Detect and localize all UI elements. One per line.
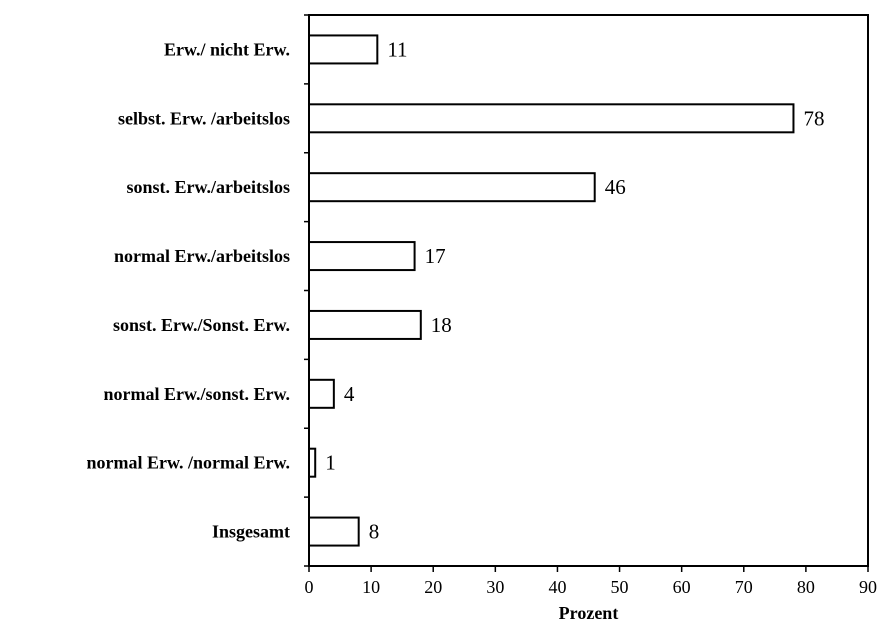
bar-3: [308, 172, 596, 203]
value-label: 11: [387, 37, 407, 61]
value-label: 1: [325, 451, 336, 475]
x-tick-label: 10: [362, 577, 380, 597]
bar-4: [308, 241, 416, 272]
bar-2: [308, 103, 795, 134]
category-label: selbst. Erw. /arbeitslos: [118, 108, 290, 128]
category-label: normal Erw./sonst. Erw.: [103, 384, 290, 404]
category-label: Insgesamt: [212, 522, 290, 542]
x-axis-title: Prozent: [559, 603, 619, 623]
value-label: 18: [431, 313, 452, 337]
x-tick-label: 60: [673, 577, 691, 597]
category-label: Erw./ nicht Erw.: [164, 39, 290, 59]
category-label: normal Erw./arbeitslos: [114, 246, 290, 266]
x-tick-label: 50: [611, 577, 629, 597]
value-label: 78: [803, 106, 824, 130]
value-label: 8: [369, 520, 380, 544]
ticks-group: 0 10 20 30 40 50 60 70 80 90: [304, 14, 877, 597]
category-label: normal Erw. /normal Erw.: [87, 453, 291, 473]
x-tick-label: 80: [797, 577, 815, 597]
x-tick-label: 0: [305, 577, 314, 597]
x-tick-label: 90: [859, 577, 877, 597]
x-tick-label: 40: [548, 577, 566, 597]
category-label: sonst. Erw./Sonst. Erw.: [113, 315, 290, 335]
x-tick-label: 30: [486, 577, 504, 597]
x-tick-label: 20: [424, 577, 442, 597]
value-label: 17: [425, 244, 446, 268]
category-label: sonst. Erw./arbeitslos: [126, 177, 290, 197]
bar-8: [308, 516, 360, 547]
labels-group: Erw./ nicht Erw. 11 selbst. Erw. /arbeitsl…: [87, 37, 825, 543]
value-label: 46: [605, 175, 626, 199]
bar-5: [308, 309, 422, 340]
bar-6: [308, 378, 335, 409]
bars-group: [308, 34, 795, 547]
bar-1: [308, 34, 379, 65]
x-tick-label: 70: [735, 577, 753, 597]
plot-frame: [308, 14, 869, 567]
value-label: 4: [344, 382, 355, 406]
